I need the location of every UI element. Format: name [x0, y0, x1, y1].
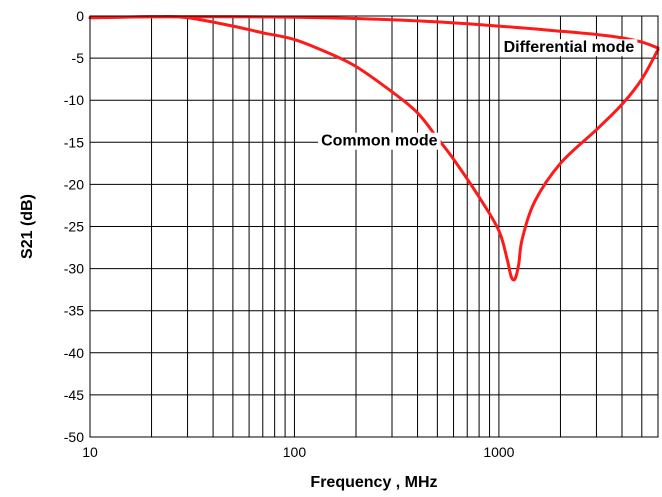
y-tick-label: -30 — [64, 261, 84, 277]
annotation-background — [500, 39, 638, 57]
annotation-label: Differential mode — [500, 39, 638, 57]
x-tick-label: 10 — [82, 444, 98, 460]
y-tick-label: -15 — [64, 134, 84, 150]
y-tick-label: -10 — [64, 92, 84, 108]
y-tick-label: 0 — [76, 8, 84, 24]
annotation-text: Differential mode — [504, 39, 635, 56]
series-lines — [88, 15, 660, 282]
x-tick-label: 100 — [283, 444, 307, 460]
y-axis-ticks: 0 -5 -10 -15 -20 -25 -30 -35 -40 -45 -50 — [64, 8, 84, 445]
plot-frame — [89, 15, 659, 438]
y-tick-label: -45 — [64, 387, 84, 403]
y-tick-label: -35 — [64, 303, 84, 319]
y-tick-label: -25 — [64, 219, 84, 235]
x-axis-ticks: 10 100 1000 — [82, 444, 514, 460]
annotations: Differential mode Common mode — [318, 39, 638, 150]
series-line-common-mode — [88, 15, 660, 282]
annotation-background — [318, 132, 441, 150]
annotation-label: Common mode — [318, 132, 441, 150]
y-axis-label: S21 (dB) — [19, 194, 36, 259]
y-tick-label: -5 — [72, 50, 85, 66]
x-axis-label: Frequency , MHz — [310, 474, 437, 491]
annotation-text: Common mode — [321, 133, 438, 150]
y-tick-label: -50 — [64, 429, 84, 445]
series-line-differential-mode — [88, 15, 660, 50]
x-tick-label: 1000 — [483, 444, 514, 460]
y-tick-label: -20 — [64, 176, 84, 192]
y-tick-label: -40 — [64, 345, 84, 361]
